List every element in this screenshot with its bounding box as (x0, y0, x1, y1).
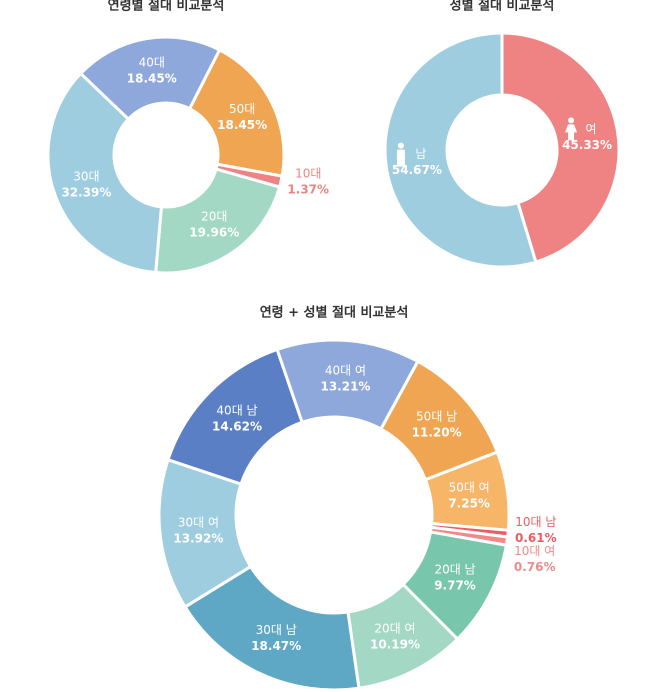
person-icon (565, 117, 578, 141)
donut-slice (500, 31, 621, 264)
person-icon (396, 142, 405, 167)
slice-label: 여 (586, 122, 597, 136)
slice-label: 10대 여 (514, 544, 555, 558)
slice-value: 54.67% (392, 163, 442, 177)
slice-label: 30대 여 (178, 515, 219, 529)
slice-value: 19.96% (189, 225, 239, 239)
slice-value: 18.47% (251, 639, 301, 653)
slice-label: 10대 (295, 166, 321, 180)
icon-head (568, 117, 575, 124)
donut-slice (78, 35, 222, 122)
icon-body (396, 149, 405, 167)
donut-slice (187, 47, 286, 178)
donut-slice (46, 71, 164, 275)
slice-value: 0.76% (514, 560, 556, 574)
slice-label: 남 (415, 147, 426, 161)
slice-value: 11.20% (412, 426, 462, 440)
icon-head (397, 142, 404, 149)
slice-label: 30대 남 (256, 623, 297, 637)
slice-label: 40대 여 (325, 363, 366, 377)
slice-label: 40대 남 (216, 403, 257, 417)
donut-slice (275, 338, 420, 431)
chart-title: 성별 절대 비교분석 (450, 0, 555, 14)
slice-value: 18.45% (217, 118, 267, 132)
slice-value: 1.37% (287, 182, 329, 196)
donut-slice (154, 167, 282, 275)
slice-label: 10대 남 (515, 515, 556, 529)
slice-value: 0.61% (515, 531, 557, 545)
slice-label: 50대 남 (416, 410, 457, 424)
slice-value: 7.25% (448, 496, 490, 510)
slice-label: 20대 (201, 209, 227, 223)
slice-label: 50대 (229, 102, 255, 116)
slice-value: 13.92% (173, 531, 223, 545)
slice-value: 45.33% (562, 138, 612, 152)
slice-label: 30대 (73, 169, 99, 183)
chart-title: 연령 + 성별 절대 비교분석 (260, 305, 409, 321)
slice-label: 50대 여 (449, 480, 490, 494)
slice-value: 9.77% (434, 579, 476, 593)
donut-slice (383, 31, 538, 269)
slice-value: 18.45% (127, 72, 177, 86)
slice-label: 40대 (139, 56, 165, 70)
chart-title: 연령별 절대 비교분석 (108, 0, 225, 14)
slice-value: 10.19% (370, 638, 420, 652)
slice-value: 32.39% (61, 185, 111, 199)
slice-value: 14.62% (212, 419, 262, 433)
donut-slice (183, 564, 361, 692)
slice-label: 20대 남 (434, 563, 475, 577)
icon-body (565, 124, 578, 141)
slice-value: 13.21% (320, 379, 370, 393)
slice-label: 20대 여 (374, 622, 415, 636)
